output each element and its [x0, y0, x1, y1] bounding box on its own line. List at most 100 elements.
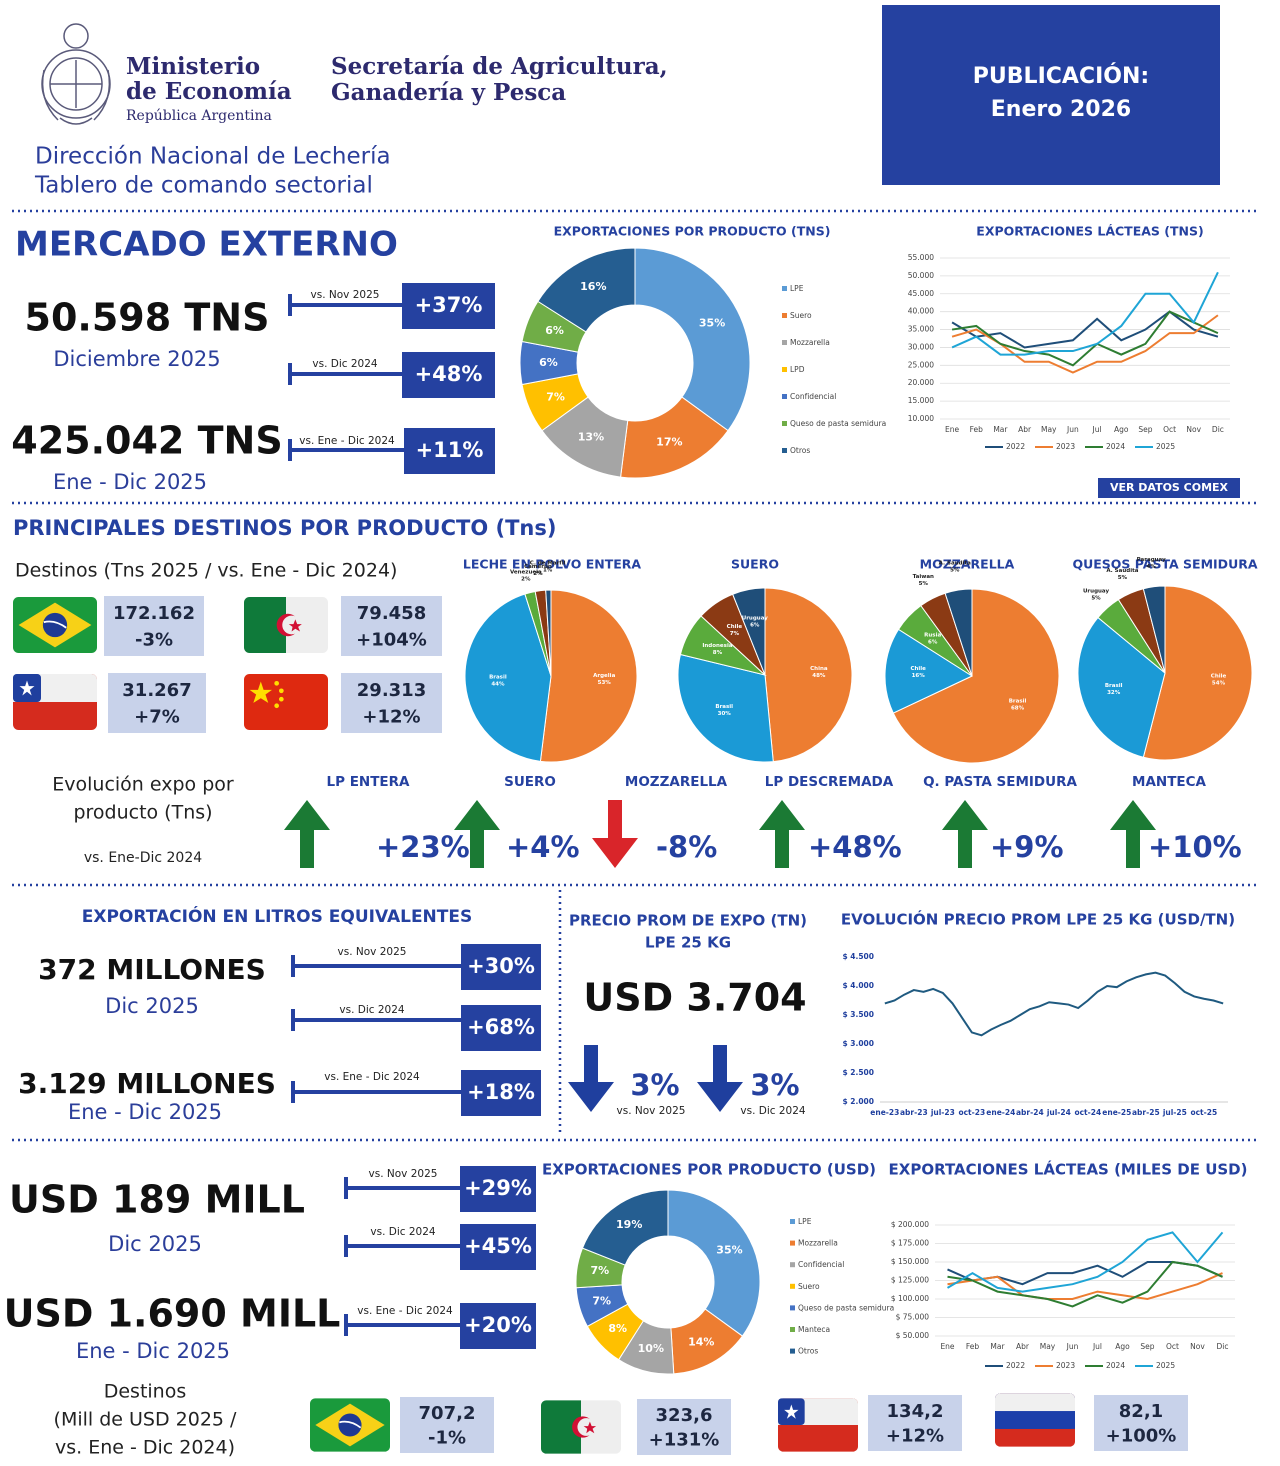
- trend-arrow: [284, 800, 330, 868]
- slice-label: Rusia: [924, 633, 941, 639]
- legend-swatch: [790, 1327, 795, 1332]
- slice-label: 1%: [543, 567, 553, 573]
- slice-label: Uruguay: [742, 616, 768, 622]
- x-tick-label: Sep: [1138, 425, 1152, 434]
- comparison-label: vs. Dic 2024: [339, 1004, 405, 1016]
- slice-label: Venezuela: [510, 569, 542, 575]
- legend-label: Confidencial: [790, 392, 836, 401]
- country-value: 134,2: [887, 1401, 944, 1422]
- y-tick-label: 40.000: [908, 307, 934, 316]
- value-box: [868, 1395, 962, 1451]
- country-change: +7%: [134, 706, 180, 727]
- slice: [539, 589, 638, 763]
- legend-label: 2024: [1106, 1361, 1125, 1370]
- x-tick-label: Ago: [1114, 425, 1129, 434]
- country-change: -3%: [135, 629, 173, 650]
- value-box: [637, 1399, 731, 1455]
- line: [951, 314, 1219, 374]
- kpi-value: USD 189 MILL: [9, 1178, 305, 1222]
- slice: [667, 1189, 761, 1337]
- slice-label: 68%: [1011, 705, 1025, 711]
- x-tick-label: Jul: [1092, 1342, 1102, 1351]
- y-tick-label: 50.000: [908, 271, 934, 280]
- comparison-label: vs. Dic 2024: [312, 358, 378, 370]
- value-box: [1094, 1395, 1188, 1451]
- change-box: [460, 1303, 536, 1349]
- country-value: 172.162: [113, 603, 195, 624]
- change-value: +30%: [467, 954, 535, 978]
- line: [951, 271, 1219, 356]
- y-tick-label: $ 100.000: [891, 1294, 929, 1303]
- comparison-label: vs. Ene - Dic 2024: [324, 1071, 420, 1083]
- button[interactable]: [1098, 478, 1240, 498]
- line: [947, 1272, 1223, 1301]
- slice-label: 2%: [521, 576, 531, 582]
- flag: [13, 596, 97, 654]
- slice-label: Uruguay: [1083, 588, 1109, 594]
- trend-arrow: [942, 800, 988, 868]
- slice-label: 6%: [539, 356, 558, 369]
- change-value: +29%: [464, 1176, 532, 1200]
- legend-label: LPD: [790, 365, 805, 374]
- y-tick-label: $ 4.000: [842, 981, 874, 990]
- slice-label: A. Saudita: [939, 561, 971, 567]
- slice: [545, 589, 552, 677]
- slice-label: 8%: [713, 650, 723, 656]
- slice: [1142, 585, 1253, 761]
- legend-label: 2022: [1006, 1361, 1025, 1370]
- slice-label: Argelia: [593, 673, 615, 679]
- slice-label: China: [810, 666, 828, 672]
- y-tick-label: 35.000: [908, 325, 934, 334]
- x-tick-label: Oct: [1166, 1342, 1179, 1351]
- y-tick-label: $ 3.000: [842, 1039, 874, 1048]
- change-box: [402, 352, 495, 398]
- legend-label: Mozzarella: [798, 1239, 838, 1248]
- x-tick-label: May: [1041, 425, 1057, 434]
- x-tick-label: Jun: [1066, 425, 1079, 434]
- x-tick-label: Dic: [1212, 425, 1224, 434]
- slice-label: 7%: [730, 631, 740, 637]
- country-change: -1%: [428, 1427, 466, 1448]
- slice-label: Chile: [910, 666, 926, 672]
- line: [951, 310, 1219, 349]
- change-value: +18%: [467, 1080, 535, 1104]
- direction: Tablero de comando sectorial: [34, 173, 373, 199]
- x-tick-label: Ago: [1115, 1342, 1130, 1351]
- y-tick-label: 30.000: [908, 342, 934, 351]
- kpi-value: 50.598 TNS: [25, 296, 270, 340]
- legend-label: 2025: [1156, 442, 1175, 451]
- change-box: [460, 1224, 536, 1270]
- flag: [310, 1397, 390, 1453]
- kpi-period: Ene - Dic 2025: [53, 470, 207, 494]
- slice-label: Chile: [1211, 673, 1227, 679]
- legend-label: 2023: [1056, 442, 1075, 451]
- section-title: PRINCIPALES DESTINOS POR PRODUCTO (Tns): [13, 516, 556, 540]
- y-tick-label: 20.000: [908, 378, 934, 387]
- button-label[interactable]: VER DATOS COMEX: [1110, 481, 1229, 494]
- ministry: de Economía: [126, 78, 292, 105]
- chart-title: LECHE EN POLVO ENTERA: [463, 557, 642, 572]
- legend-swatch: [790, 1305, 795, 1311]
- evolution-title: Evolución expo por: [52, 774, 234, 796]
- x-tick-label: ene-25: [1102, 1108, 1131, 1117]
- legend-swatch: [782, 448, 787, 453]
- x-tick-label: Abr: [1018, 425, 1032, 434]
- change-value: +45%: [464, 1234, 532, 1258]
- legend-label: Manteca: [798, 1325, 830, 1334]
- change-value: +11%: [416, 438, 484, 462]
- x-tick-label: ene-24: [986, 1108, 1015, 1117]
- slice-label: 5%: [1118, 575, 1128, 581]
- destinations-title: (Mill de USD 2025 /: [54, 1409, 238, 1431]
- flag: [13, 674, 97, 730]
- change-box: [404, 428, 495, 474]
- slice-label: Brasil: [715, 704, 733, 710]
- change-box: [461, 944, 541, 990]
- y-tick-label: $ 175.000: [891, 1239, 929, 1248]
- publication-box: [882, 5, 1220, 185]
- product-change: +23%: [376, 830, 470, 864]
- legend-label: 2023: [1056, 1361, 1075, 1370]
- x-tick-label: Feb: [970, 425, 984, 434]
- y-tick-label: $ 2.500: [842, 1068, 874, 1077]
- slice-label: C. de Marfil: [530, 560, 566, 566]
- flag: [244, 597, 328, 653]
